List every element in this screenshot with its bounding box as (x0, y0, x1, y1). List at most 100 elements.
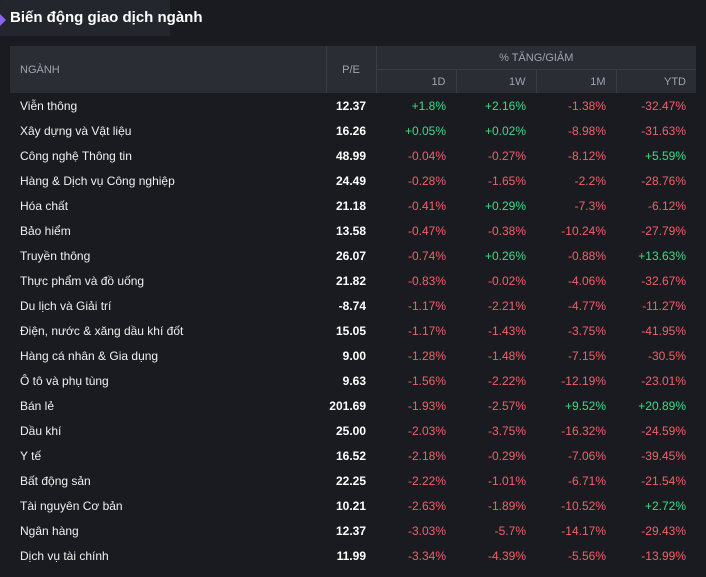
table-row[interactable]: Bất động sản 22.25 -2.22% -1.01% -6.71% -21.5… (10, 468, 696, 493)
change-1d: +0.05% (404, 123, 446, 138)
sector-name: Điện, nước & xăng dầu khí đốt (20, 323, 184, 338)
change-1m: -2.2% (574, 173, 606, 188)
change-1m: -4.77% (567, 298, 606, 313)
pe-value: 13.58 (335, 223, 366, 238)
change-ytd: +13.63% (638, 248, 686, 263)
change-1d: -1.93% (407, 398, 446, 413)
column-header-1d[interactable]: 1D (376, 69, 457, 93)
pe-value: 16.26 (335, 123, 366, 138)
change-ytd: +20.89% (638, 398, 686, 413)
pe-value: 21.18 (335, 198, 366, 213)
pe-value: 11.99 (336, 548, 366, 563)
change-1d: -1.28% (407, 348, 446, 363)
change-1w: -2.57% (487, 398, 526, 413)
table-row[interactable]: Thực phẩm và đồ uống 21.82 -0.83% -0.02% -4.… (10, 268, 696, 293)
change-1d: -1.17% (407, 298, 446, 313)
tab-accent-marker (0, 14, 6, 26)
column-header-1w[interactable]: 1W (456, 69, 537, 93)
panel-tab: Biến động giao dịch ngành (0, 0, 203, 36)
table-row[interactable]: Công nghệ Thông tin 48.99 -0.04% -0.27% -8.1… (10, 143, 696, 168)
table-row[interactable]: Ngân hàng 12.37 -3.03% -5.7% -14.17% -29.43% (10, 518, 696, 543)
pe-value: 12.37 (335, 523, 366, 538)
change-1w: -4.39% (487, 548, 526, 563)
sector-name: Bảo hiểm (20, 223, 71, 238)
change-1d: -3.34% (407, 548, 446, 563)
column-header-sector[interactable]: NGÀNH (10, 46, 327, 93)
change-1w: +0.02% (484, 123, 526, 138)
table-row[interactable]: Truyền thông 26.07 -0.74% +0.26% -0.88% +13.6… (10, 243, 696, 268)
table-row[interactable]: Hàng & Dịch vụ Công nghiệp 24.49 -0.28% -1.… (10, 168, 696, 193)
sector-name: Tài nguyên Cơ bản (20, 498, 123, 513)
table-row[interactable]: Tài nguyên Cơ bản 10.21 -2.63% -1.89% -10.52… (10, 493, 696, 518)
column-header-ytd[interactable]: YTD (616, 69, 696, 93)
change-1m: -16.32% (561, 423, 606, 438)
sector-name: Truyền thông (20, 248, 91, 263)
table-row[interactable]: Hàng cá nhân & Gia dụng 9.00 -1.28% -1.48% -… (10, 343, 696, 368)
change-ytd: -41.95% (641, 323, 686, 338)
change-1m: -12.19% (561, 373, 606, 388)
sector-name: Y tế (20, 448, 42, 463)
table-row[interactable]: Dịch vụ tài chính 11.99 -3.34% -4.39% -5.56%… (10, 543, 696, 568)
sector-name: Ngân hàng (20, 523, 79, 538)
pe-value: 15.05 (335, 323, 366, 338)
change-1d: -2.22% (407, 473, 446, 488)
change-ytd: -32.67% (641, 273, 686, 288)
column-header-pe[interactable]: P/E (326, 46, 377, 93)
table-row[interactable]: Ô tô và phụ tùng 9.63 -1.56% -2.22% -12.19% -… (10, 368, 696, 393)
change-ytd: -39.45% (641, 448, 686, 463)
sector-name: Bất động sản (20, 473, 91, 488)
change-1m: -6.71% (567, 473, 606, 488)
change-ytd: -24.59% (641, 423, 686, 438)
pe-value: 26.07 (335, 248, 366, 263)
pe-value: -8.74 (338, 298, 366, 313)
change-ytd: -29.43% (641, 523, 686, 538)
change-ytd: -21.54% (641, 473, 686, 488)
table-row[interactable]: Hóa chất 21.18 -0.41% +0.29% -7.3% -6.12% (10, 193, 696, 218)
change-1m: -7.15% (567, 348, 606, 363)
change-1d: -2.18% (407, 448, 446, 463)
table-row[interactable]: Bảo hiểm 13.58 -0.47% -0.38% -10.24% -27.79% (10, 218, 696, 243)
column-header-1m[interactable]: 1M (536, 69, 617, 93)
change-ytd: -11.27% (642, 298, 686, 313)
change-ytd: -30.5% (647, 348, 686, 363)
change-1w: -0.02% (487, 273, 526, 288)
pe-value: 24.49 (335, 173, 366, 188)
change-1d: -0.74% (407, 248, 446, 263)
change-1d: -1.17% (407, 323, 446, 338)
sector-name: Xây dựng và Vật liệu (20, 123, 132, 138)
change-1w: +0.29% (484, 198, 526, 213)
table-row[interactable]: Y tế 16.52 -2.18% -0.29% -7.06% -39.45% (10, 443, 696, 468)
change-1d: -0.83% (407, 273, 446, 288)
sector-name: Dầu khí (20, 423, 62, 438)
change-1w: -2.21% (487, 298, 526, 313)
table-row[interactable]: Viễn thông 12.37 +1.8% +2.16% -1.38% -32.47% (10, 93, 696, 118)
change-1d: -0.47% (407, 223, 446, 238)
sector-name: Hóa chất (20, 198, 69, 213)
change-ytd: -27.79% (641, 223, 686, 238)
change-1w: -2.22% (487, 373, 526, 388)
change-1w: -1.65% (487, 173, 526, 188)
pe-value: 10.21 (335, 498, 366, 513)
table-row[interactable]: Bán lẻ 201.69 -1.93% -2.57% +9.52% +20.89% (10, 393, 696, 418)
pe-value: 25.00 (335, 423, 366, 438)
sector-name: Hàng cá nhân & Gia dụng (20, 348, 159, 363)
change-ytd: -23.01% (641, 373, 686, 388)
pe-value: 21.82 (335, 273, 366, 288)
change-1w: -0.38% (487, 223, 526, 238)
change-1d: -2.03% (407, 423, 446, 438)
table-row[interactable]: Dầu khí 25.00 -2.03% -3.75% -16.32% -24.59% (10, 418, 696, 443)
sector-name: Bán lẻ (20, 398, 55, 413)
change-ytd: +2.72% (644, 498, 686, 513)
change-ytd: -31.63% (641, 123, 686, 138)
change-1m: +9.52% (564, 398, 606, 413)
sector-name: Dịch vụ tài chính (20, 548, 109, 563)
pe-value: 9.63 (342, 373, 366, 388)
table-row[interactable]: Điện, nước & xăng dầu khí đốt 15.05 -1.17%… (10, 318, 696, 343)
table-row[interactable]: Xây dựng và Vật liệu 16.26 +0.05% +0.02% -8.… (10, 118, 696, 143)
sector-name: Du lịch và Giải trí (20, 298, 112, 313)
change-1w: -3.75% (487, 423, 526, 438)
change-1m: -14.17% (561, 523, 606, 538)
sector-name: Viễn thông (20, 98, 78, 113)
pe-value: 22.25 (335, 473, 366, 488)
table-row[interactable]: Du lịch và Giải trí -8.74 -1.17% -2.21% -4.7… (10, 293, 696, 318)
